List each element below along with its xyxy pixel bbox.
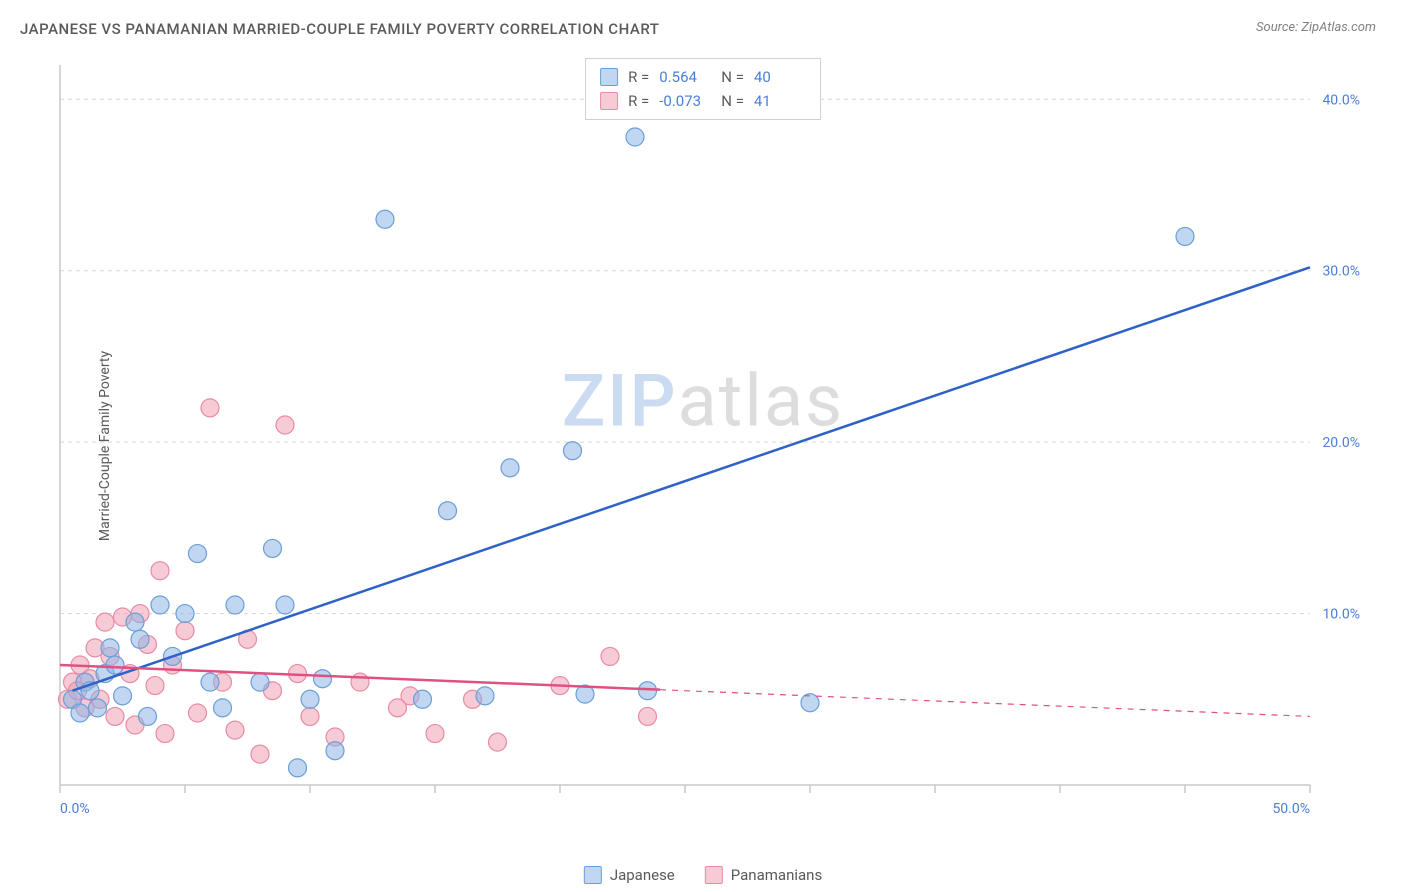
svg-text:10.0%: 10.0%: [1322, 607, 1360, 623]
series-legend: Japanese Panamanians: [584, 866, 822, 884]
correlation-legend: R = 0.564 N = 40 R = -0.073 N = 41: [585, 58, 821, 120]
legend-item: Panamanians: [705, 866, 822, 884]
svg-text:50.0%: 50.0%: [1272, 801, 1310, 817]
r-value: 0.564: [659, 65, 711, 89]
n-label: N =: [721, 89, 744, 113]
svg-text:40.0%: 40.0%: [1322, 92, 1360, 108]
scatter-plot: 10.0% 20.0% 30.0% 40.0% 0.0% 50.0%: [50, 55, 1370, 835]
svg-text:20.0%: 20.0%: [1322, 435, 1360, 451]
n-label: N =: [721, 65, 744, 89]
chart-title: JAPANESE VS PANAMANIAN MARRIED-COUPLE FA…: [20, 20, 659, 38]
svg-text:0.0%: 0.0%: [60, 801, 90, 817]
r-label: R =: [628, 89, 649, 113]
r-value: -0.073: [659, 89, 711, 113]
plot-area: 10.0% 20.0% 30.0% 40.0% 0.0% 50.0%: [50, 55, 1370, 835]
svg-text:30.0%: 30.0%: [1322, 264, 1360, 280]
n-value: 41: [754, 89, 806, 113]
legend-label: Japanese: [610, 866, 675, 884]
legend-row: R = 0.564 N = 40: [600, 65, 806, 89]
source-credit: Source: ZipAtlas.com: [1256, 20, 1376, 35]
legend-swatch-panamanians: [600, 92, 618, 110]
legend-row: R = -0.073 N = 41: [600, 89, 806, 113]
n-value: 40: [754, 65, 806, 89]
legend-item: Japanese: [584, 866, 675, 884]
r-label: R =: [628, 65, 649, 89]
legend-swatch-japanese: [600, 68, 618, 86]
legend-label: Panamanians: [731, 866, 822, 884]
chart-container: JAPANESE VS PANAMANIAN MARRIED-COUPLE FA…: [0, 0, 1406, 892]
legend-swatch-japanese: [584, 866, 602, 884]
legend-swatch-panamanians: [705, 866, 723, 884]
